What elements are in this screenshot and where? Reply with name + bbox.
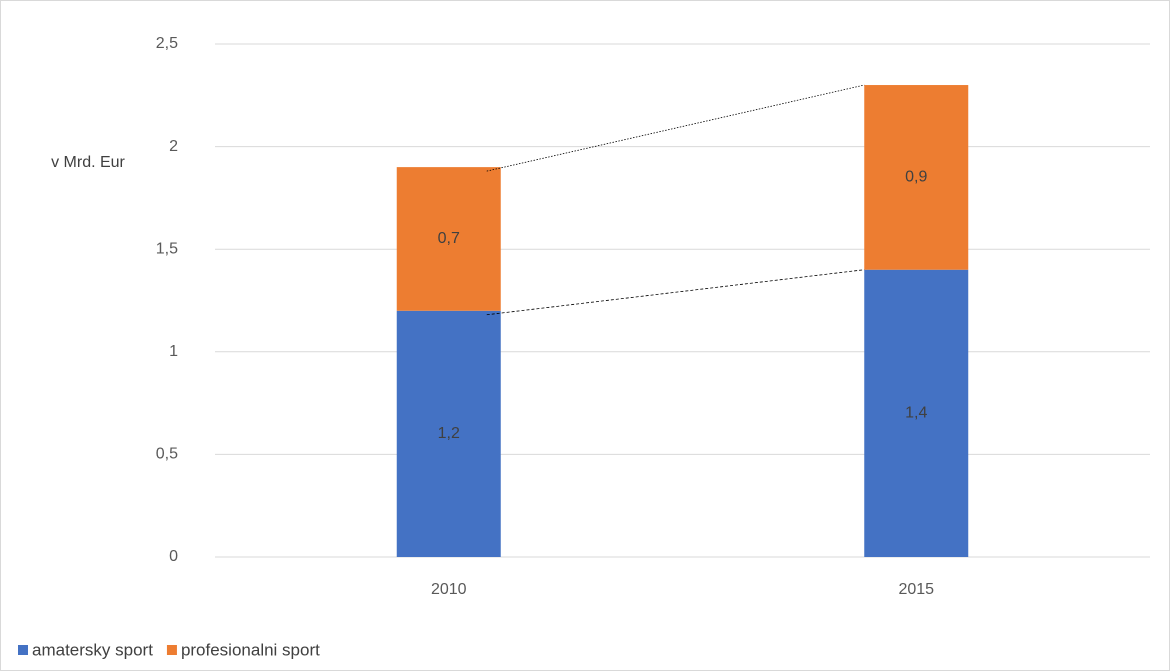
y-tick-label: 1,5: [156, 240, 178, 257]
y-tick-label: 2: [169, 138, 178, 155]
legend-label: amatersky sport: [32, 640, 153, 659]
bar-segment: [396, 167, 501, 311]
bar-segment: [396, 310, 501, 557]
legend-swatch: [18, 645, 28, 655]
y-tick-label: 2,5: [156, 35, 178, 52]
data-label: 1,2: [438, 425, 460, 442]
bar-segment: [864, 269, 969, 557]
x-tick-label: 2015: [898, 581, 934, 598]
data-label: 0,9: [905, 169, 927, 186]
y-tick-label: 1: [169, 343, 178, 360]
y-tick-label: 0: [169, 548, 178, 565]
y-tick-label: 0,5: [156, 446, 178, 463]
bar-segment: [864, 85, 969, 270]
data-label: 0,7: [438, 230, 460, 247]
series-line: [486, 269, 865, 316]
legend-swatch: [166, 645, 177, 655]
data-label: 1,4: [905, 405, 927, 422]
y-axis-label: v Mrd. Eur: [51, 154, 125, 171]
legend-label: profesionalni sport: [181, 640, 320, 659]
x-tick-label: 2010: [431, 581, 467, 598]
